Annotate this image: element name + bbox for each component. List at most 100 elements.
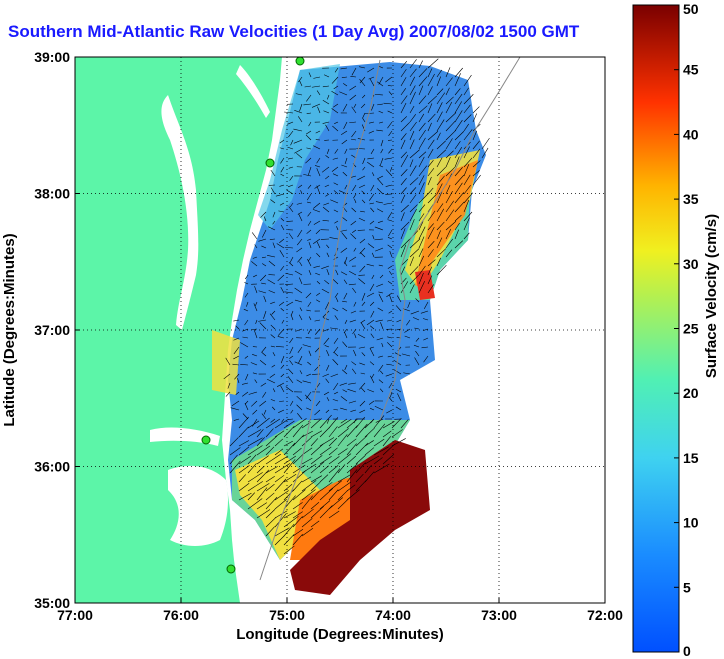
- velocity-vector: [385, 373, 393, 377]
- velocity-vector: [227, 382, 231, 389]
- velocity-vector: [283, 515, 299, 528]
- velocity-vector: [348, 400, 357, 404]
- velocity-vector: [321, 288, 330, 294]
- velocity-vector: [347, 388, 357, 393]
- velocity-vector: [360, 103, 366, 109]
- velocity-vector: [400, 133, 407, 141]
- velocity-vector: [265, 526, 275, 537]
- velocity-vector: [370, 325, 375, 330]
- velocity-vector: [253, 303, 258, 312]
- velocity-vector: [316, 292, 321, 296]
- velocity-vector: [354, 198, 357, 204]
- velocity-vector: [270, 187, 276, 195]
- velocity-vector: [314, 409, 321, 416]
- velocity-vector: [418, 280, 425, 294]
- velocity-vector: [350, 233, 357, 240]
- velocity-vector: [238, 474, 247, 483]
- velocity-vector: [279, 400, 285, 402]
- velocity-vector: [244, 355, 249, 359]
- velocity-vector: [247, 492, 255, 501]
- velocity-vector: [337, 497, 350, 510]
- velocity-vector: [369, 220, 375, 225]
- velocity-vector: [274, 448, 284, 456]
- velocity-vector: [324, 345, 330, 348]
- velocity-vector: [400, 177, 407, 186]
- colorbar-tick-label: 50: [683, 1, 699, 17]
- velocity-vector: [395, 305, 402, 312]
- velocity-vector: [307, 166, 312, 176]
- velocity-vector: [292, 453, 304, 465]
- velocity-vector: [283, 511, 296, 519]
- velocity-vector: [454, 167, 463, 177]
- velocity-vector: [300, 190, 303, 195]
- velocity-vector: [346, 418, 358, 429]
- velocity-vector: [280, 265, 285, 271]
- velocity-vector: [409, 76, 416, 87]
- velocity-vector: [297, 256, 303, 263]
- velocity-vector: [341, 76, 348, 79]
- velocity-vector: [290, 314, 294, 321]
- velocity-vector: [242, 328, 249, 332]
- velocity-vector: [472, 174, 481, 186]
- velocity-vector: [378, 291, 384, 294]
- y-tick-label: 36:00: [34, 459, 70, 475]
- velocity-vector: [270, 169, 276, 177]
- velocity-vector: [445, 200, 455, 213]
- velocity-vector: [380, 148, 384, 154]
- velocity-vector: [412, 317, 420, 321]
- velocity-vector: [445, 96, 454, 105]
- velocity-vector: [367, 389, 375, 393]
- velocity-vector: [294, 361, 303, 366]
- velocity-vector: [365, 112, 375, 115]
- velocity-vector: [409, 187, 417, 195]
- velocity-vector: [292, 533, 303, 546]
- velocity-vector: [331, 108, 339, 114]
- velocity-vector: [268, 260, 276, 267]
- velocity-vector: [409, 284, 415, 294]
- velocity-vector: [350, 310, 357, 314]
- velocity-vector: [454, 73, 461, 87]
- velocity-vector: [346, 443, 357, 456]
- velocity-vector: [421, 346, 429, 349]
- velocity-vector: [354, 333, 357, 339]
- velocity-vector: [358, 217, 366, 222]
- velocity-vector: [280, 157, 285, 164]
- velocity-vector: [415, 350, 420, 357]
- velocity-vector: [369, 283, 375, 292]
- velocity-vector: [326, 350, 330, 357]
- velocity-vector: [331, 91, 339, 96]
- velocity-vector: [409, 204, 418, 213]
- velocity-vector: [436, 157, 443, 168]
- velocity-vector: [328, 480, 342, 492]
- velocity-vector: [246, 301, 249, 307]
- velocity-vector: [427, 187, 434, 195]
- velocity-vector: [373, 457, 383, 465]
- velocity-vector: [376, 129, 384, 132]
- velocity-vector: [400, 281, 409, 294]
- velocity-vector: [360, 210, 366, 213]
- velocity-vector: [436, 88, 444, 96]
- velocity-vector: [271, 364, 276, 368]
- velocity-vector: [260, 382, 267, 387]
- velocity-vector: [414, 357, 420, 366]
- velocity-vector: [332, 399, 339, 402]
- velocity-vector: [322, 317, 330, 321]
- velocity-vector: [244, 282, 249, 285]
- velocity-vector: [445, 150, 454, 159]
- velocity-vector: [265, 466, 278, 474]
- velocity-vector: [389, 250, 393, 258]
- velocity-vector: [283, 489, 295, 501]
- velocity-vector: [342, 307, 348, 312]
- velocity-vector: [403, 372, 411, 375]
- velocity-vector: [427, 68, 433, 78]
- velocity-vector: [472, 106, 480, 114]
- velocity-vector: [400, 187, 407, 195]
- velocity-vector: [370, 310, 375, 318]
- colorbar-tick-label: 40: [683, 126, 699, 142]
- velocity-vector: [298, 76, 303, 83]
- velocity-vector: [322, 121, 330, 124]
- velocity-vector: [373, 463, 390, 474]
- velocity-vector: [283, 545, 295, 555]
- velocity-vector: [315, 130, 321, 134]
- velocity-vector: [326, 418, 330, 424]
